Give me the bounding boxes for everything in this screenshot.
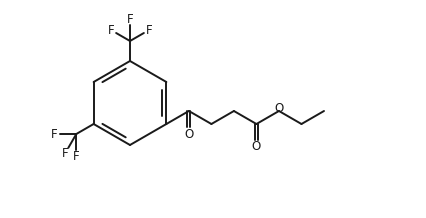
Text: O: O (184, 128, 193, 140)
Text: F: F (108, 24, 114, 36)
Text: O: O (274, 102, 284, 114)
Text: F: F (62, 146, 69, 160)
Text: F: F (73, 150, 80, 162)
Text: F: F (146, 24, 153, 36)
Text: F: F (51, 128, 58, 140)
Text: F: F (127, 12, 133, 26)
Text: O: O (252, 140, 261, 153)
